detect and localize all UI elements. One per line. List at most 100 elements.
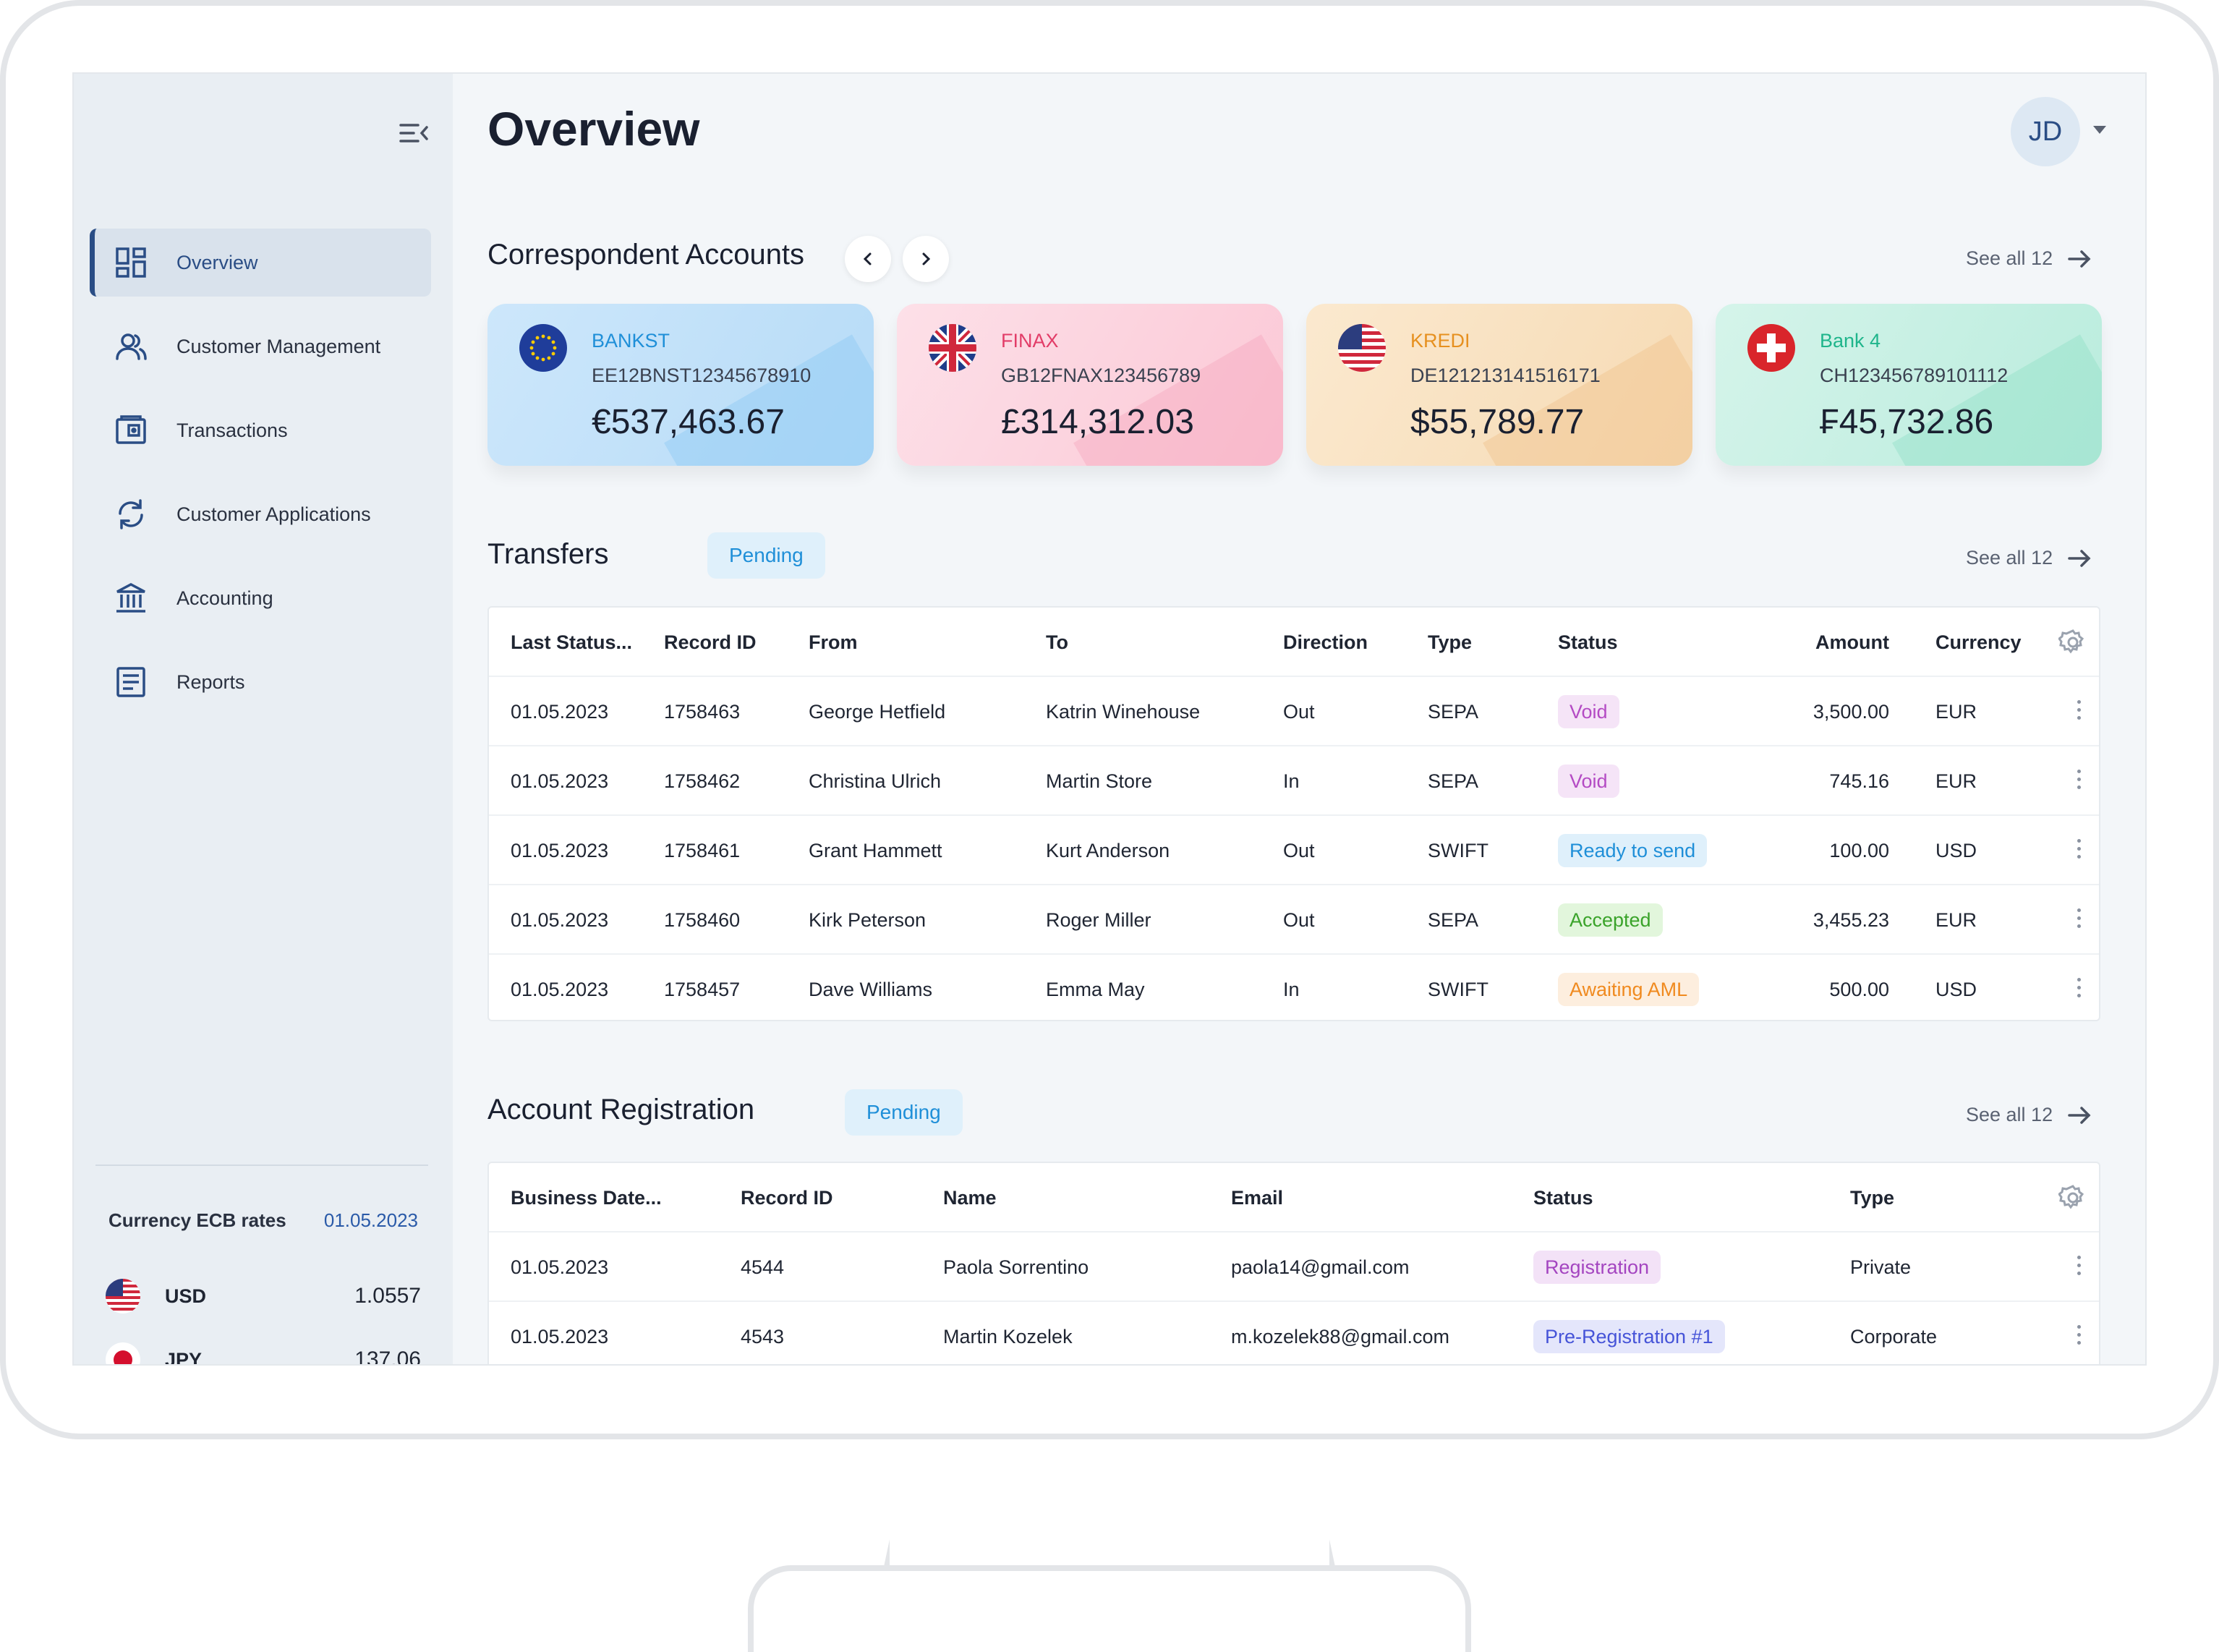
column-header[interactable]: Currency: [1935, 631, 2022, 653]
bank-name: KREDI: [1410, 330, 1470, 352]
column-header[interactable]: From: [809, 631, 858, 653]
collapse-menu-icon[interactable]: [398, 119, 430, 148]
table-cell: Roger Miller: [1046, 908, 1151, 931]
table-row[interactable]: 01.05.2023 4543 Martin Kozelek m.kozelek88@…: [489, 1302, 2099, 1364]
column-header[interactable]: Email: [1231, 1186, 1284, 1209]
sidebar-item-label: Accounting: [176, 587, 273, 609]
sidebar-item-overview[interactable]: Overview: [90, 229, 431, 297]
sidebar-item-customer-management[interactable]: Customer Management: [90, 312, 431, 380]
rate-row-jpy: JPY 137.06: [106, 1341, 421, 1366]
dashboard-icon: [113, 244, 149, 281]
table-row[interactable]: 01.05.2023 1758457 Dave Williams Emma May In…: [489, 955, 2099, 1020]
table-cell: Kirk Peterson: [809, 908, 927, 931]
table-cell: Katrin Winehouse: [1046, 700, 1201, 723]
settings-gear-icon[interactable]: [2058, 1183, 2087, 1212]
currency-cell: EUR: [1935, 770, 1977, 792]
column-header[interactable]: Business Date...: [511, 1186, 662, 1209]
table-row[interactable]: 01.05.2023 1758462 Christina Ulrich Martin …: [489, 746, 2099, 816]
table-cell: Corporate: [1850, 1325, 1938, 1347]
table-row[interactable]: 01.05.2023 1758460 Kirk Peterson Roger Mill…: [489, 885, 2099, 955]
transfers-see-all-link[interactable]: See all 12: [1966, 547, 2092, 569]
dot: [2077, 1272, 2081, 1275]
next-arrow-button[interactable]: [903, 236, 949, 282]
rate-row-usd: USD 1.0557: [106, 1277, 421, 1315]
sidebar-item-transactions[interactable]: Transactions: [90, 396, 431, 464]
column-header[interactable]: Amount: [1815, 631, 1889, 653]
sidebar-item-reports[interactable]: Reports: [90, 648, 431, 716]
table-row[interactable]: 01.05.2023 1758461 Grant Hammett Kurt Ander…: [489, 816, 2099, 885]
column-header[interactable]: Type: [1850, 1186, 1895, 1209]
accounts-see-all-link[interactable]: See all 12: [1966, 247, 2092, 270]
dot: [2077, 716, 2081, 720]
bank-name: FINAX: [1001, 330, 1059, 352]
column-header[interactable]: Type: [1428, 631, 1473, 653]
rate-code: JPY: [165, 1348, 203, 1366]
currency-cell: USD: [1935, 839, 1977, 861]
status-pill-pending[interactable]: Pending: [707, 532, 825, 579]
account-card-finax[interactable]: FINAX GB12FNAX123456789 £314,312.03: [897, 304, 1283, 466]
more-options-icon[interactable]: [2076, 700, 2082, 723]
table-cell: paola14@gmail.com: [1231, 1256, 1410, 1278]
table-cell: SEPA: [1428, 770, 1479, 792]
dot: [2077, 708, 2081, 712]
avatar[interactable]: JD: [2011, 97, 2080, 166]
account-card-bankst[interactable]: BANKST EE12BNST12345678910 €537,463.67: [487, 304, 874, 466]
column-header[interactable]: Record ID: [664, 631, 757, 653]
dot: [2077, 1264, 2081, 1267]
column-header[interactable]: Record ID: [741, 1186, 833, 1209]
currency-cell: EUR: [1935, 700, 1977, 723]
table-cell: Emma May: [1046, 978, 1145, 1000]
more-options-icon[interactable]: [2076, 978, 2082, 1001]
card-decoration: [1483, 334, 1692, 466]
table-cell: 01.05.2023: [511, 908, 609, 931]
column-header[interactable]: Last Status...: [511, 631, 633, 653]
monitor-stand-foot: [748, 1565, 1471, 1652]
registration-table: Business Date... Record ID Name Email St…: [487, 1162, 2100, 1364]
column-header[interactable]: Direction: [1283, 631, 1368, 653]
registration-see-all-link[interactable]: See all 12: [1966, 1104, 2092, 1126]
column-header[interactable]: Status: [1533, 1186, 1593, 1209]
table-cell: Dave Williams: [809, 978, 933, 1000]
table-cell: 01.05.2023: [511, 770, 609, 792]
prev-arrow-button[interactable]: [845, 236, 891, 282]
sidebar-item-customer-applications[interactable]: Customer Applications: [90, 480, 431, 548]
rate-value: 137.06: [354, 1347, 421, 1366]
dot: [2077, 778, 2081, 781]
table-cell: Grant Hammett: [809, 839, 942, 861]
column-header[interactable]: Status: [1558, 631, 1618, 653]
table-cell: Martin Store: [1046, 770, 1153, 792]
table-cell: George Hetfield: [809, 700, 946, 723]
sidebar-item-label: Overview: [176, 251, 258, 273]
account-card-bank4[interactable]: Bank 4 CH123456789101112 ₣45,732.86: [1716, 304, 2102, 466]
more-options-icon[interactable]: [2076, 839, 2082, 862]
table-row[interactable]: 01.05.2023 1758463 George Hetfield Katrin W…: [489, 677, 2099, 746]
more-options-icon[interactable]: [2076, 908, 2082, 932]
account-iban: EE12BNST12345678910: [592, 365, 812, 386]
settings-gear-icon[interactable]: [2058, 628, 2087, 657]
more-options-icon[interactable]: [2076, 770, 2082, 793]
transfers-table: Last Status... Record ID From To Directi…: [487, 606, 2100, 1021]
registration-title: Account Registration: [487, 1094, 755, 1125]
dot: [2077, 700, 2081, 704]
app-screen: Overview Customer Management Transaction…: [72, 72, 2147, 1366]
table-cell: 1758460: [664, 908, 741, 931]
column-header[interactable]: Name: [943, 1186, 997, 1209]
arrow-right-icon: [2068, 549, 2091, 567]
sidebar-item-accounting[interactable]: Accounting: [90, 564, 431, 632]
table-cell: 01.05.2023: [511, 978, 609, 1000]
column-header[interactable]: To: [1046, 631, 1068, 653]
status-cell: Pre-Registration #1: [1533, 1302, 1725, 1364]
table-cell: 01.05.2023: [511, 1325, 609, 1347]
account-balance: £314,312.03: [1001, 403, 1194, 441]
table-cell: 01.05.2023: [511, 1256, 609, 1278]
table-row[interactable]: 01.05.2023 4544 Paola Sorrentino paola14@gm…: [489, 1232, 2099, 1302]
status-badge: Void: [1558, 695, 1619, 728]
arrow-right-icon: [2068, 250, 2091, 268]
chevron-down-icon[interactable]: [2093, 126, 2106, 134]
table-cell: Private: [1850, 1256, 1912, 1278]
status-pill-pending[interactable]: Pending: [845, 1089, 963, 1136]
more-options-icon[interactable]: [2076, 1325, 2082, 1348]
rates-title: Currency ECB rates: [108, 1209, 286, 1231]
more-options-icon[interactable]: [2076, 1256, 2082, 1279]
account-card-kredi[interactable]: KREDI DE121213141516171 $55,789.77: [1306, 304, 1692, 466]
